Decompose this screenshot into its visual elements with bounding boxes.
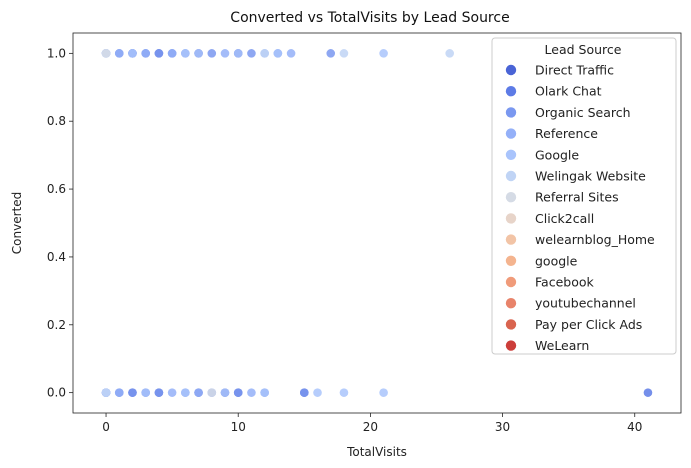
x-axis-label: TotalVisits	[346, 445, 407, 459]
legend-marker	[505, 319, 517, 330]
data-point	[313, 388, 322, 397]
data-point	[154, 388, 164, 397]
y-tick-label: 0.4	[47, 250, 66, 264]
legend-label: welearnblog_Home	[535, 232, 655, 247]
data-point	[181, 49, 190, 58]
data-point	[101, 49, 111, 58]
legend-label: WeLearn	[535, 338, 589, 353]
x-axis: 0 10 20 30 40	[102, 413, 642, 434]
data-point	[194, 388, 203, 397]
data-point	[181, 388, 190, 397]
data-point	[339, 49, 349, 58]
data-point	[207, 49, 217, 58]
data-point	[220, 388, 230, 397]
legend-label: Click2call	[535, 211, 594, 226]
data-point	[141, 388, 150, 397]
legend: Lead Source Direct Traffic Olark Chat Orga…	[491, 37, 677, 355]
legend-items: Direct Traffic Olark Chat Organic Search Re…	[505, 63, 655, 353]
legend-marker	[505, 192, 517, 203]
data-point	[643, 388, 653, 397]
data-point	[114, 49, 124, 58]
y-tick-label: 0.2	[47, 318, 66, 332]
legend-marker	[505, 298, 517, 309]
data-point	[128, 388, 137, 397]
x-tick-label: 20	[363, 420, 378, 434]
legend-label: Organic Search	[535, 105, 631, 120]
data-point	[247, 388, 256, 397]
chart-title: Converted vs TotalVisits by Lead Source	[230, 10, 509, 26]
legend-marker	[505, 107, 517, 118]
legend-label: Welingak Website	[535, 169, 646, 184]
legend-marker	[505, 64, 517, 76]
data-point	[273, 49, 283, 58]
data-point	[220, 49, 230, 58]
legend-title: Lead Source	[545, 42, 622, 57]
data-point	[233, 388, 243, 397]
legend-label: Pay per Click Ads	[535, 317, 642, 332]
legend-label: Facebook	[535, 275, 594, 290]
plot-area	[72, 32, 682, 414]
data-point	[260, 388, 269, 397]
legend-marker	[505, 170, 517, 182]
data-points	[101, 49, 653, 397]
data-point	[194, 49, 203, 58]
legend-label: Google	[535, 147, 579, 162]
data-point	[379, 388, 388, 397]
x-tick-label: 10	[231, 420, 246, 434]
legend-marker	[505, 255, 517, 266]
data-point	[379, 49, 388, 58]
legend-label: Reference	[535, 126, 598, 141]
legend-label: google	[535, 253, 578, 268]
data-point	[167, 388, 177, 397]
y-tick-label: 0.0	[47, 386, 66, 400]
legend-box	[491, 37, 677, 355]
legend-marker	[505, 213, 517, 224]
data-point	[114, 388, 124, 397]
y-tick-label: 1.0	[47, 46, 66, 60]
data-point	[286, 49, 296, 58]
legend-marker	[505, 234, 517, 245]
legend-marker	[505, 340, 517, 351]
y-axis-label: Converted	[10, 192, 24, 254]
data-point	[339, 388, 349, 397]
data-point	[101, 388, 111, 397]
data-point	[167, 49, 177, 58]
data-point	[233, 49, 243, 58]
legend-marker	[505, 276, 517, 288]
y-tick-label: 0.8	[47, 114, 66, 128]
data-point	[326, 49, 336, 58]
y-tick-label: 0.6	[47, 182, 66, 196]
legend-label: Direct Traffic	[535, 63, 614, 78]
data-point	[141, 49, 150, 58]
x-tick-label: 30	[495, 420, 510, 434]
x-tick-label: 40	[627, 420, 642, 434]
legend-marker	[505, 149, 517, 160]
data-point	[207, 388, 217, 397]
data-point	[300, 388, 309, 397]
legend-marker	[505, 128, 517, 139]
data-point	[128, 49, 137, 58]
data-point	[445, 49, 454, 58]
legend-marker	[505, 86, 517, 97]
x-tick-label: 0	[102, 420, 110, 434]
y-axis: 0.0 0.2 0.4 0.6 0.8 1.0	[47, 46, 73, 400]
legend-label: Olark Chat	[535, 84, 602, 99]
data-point	[247, 49, 256, 58]
legend-label: Referral Sites	[535, 190, 619, 205]
data-point	[154, 49, 164, 58]
legend-label: youtubechannel	[535, 296, 636, 311]
data-point	[260, 49, 269, 58]
